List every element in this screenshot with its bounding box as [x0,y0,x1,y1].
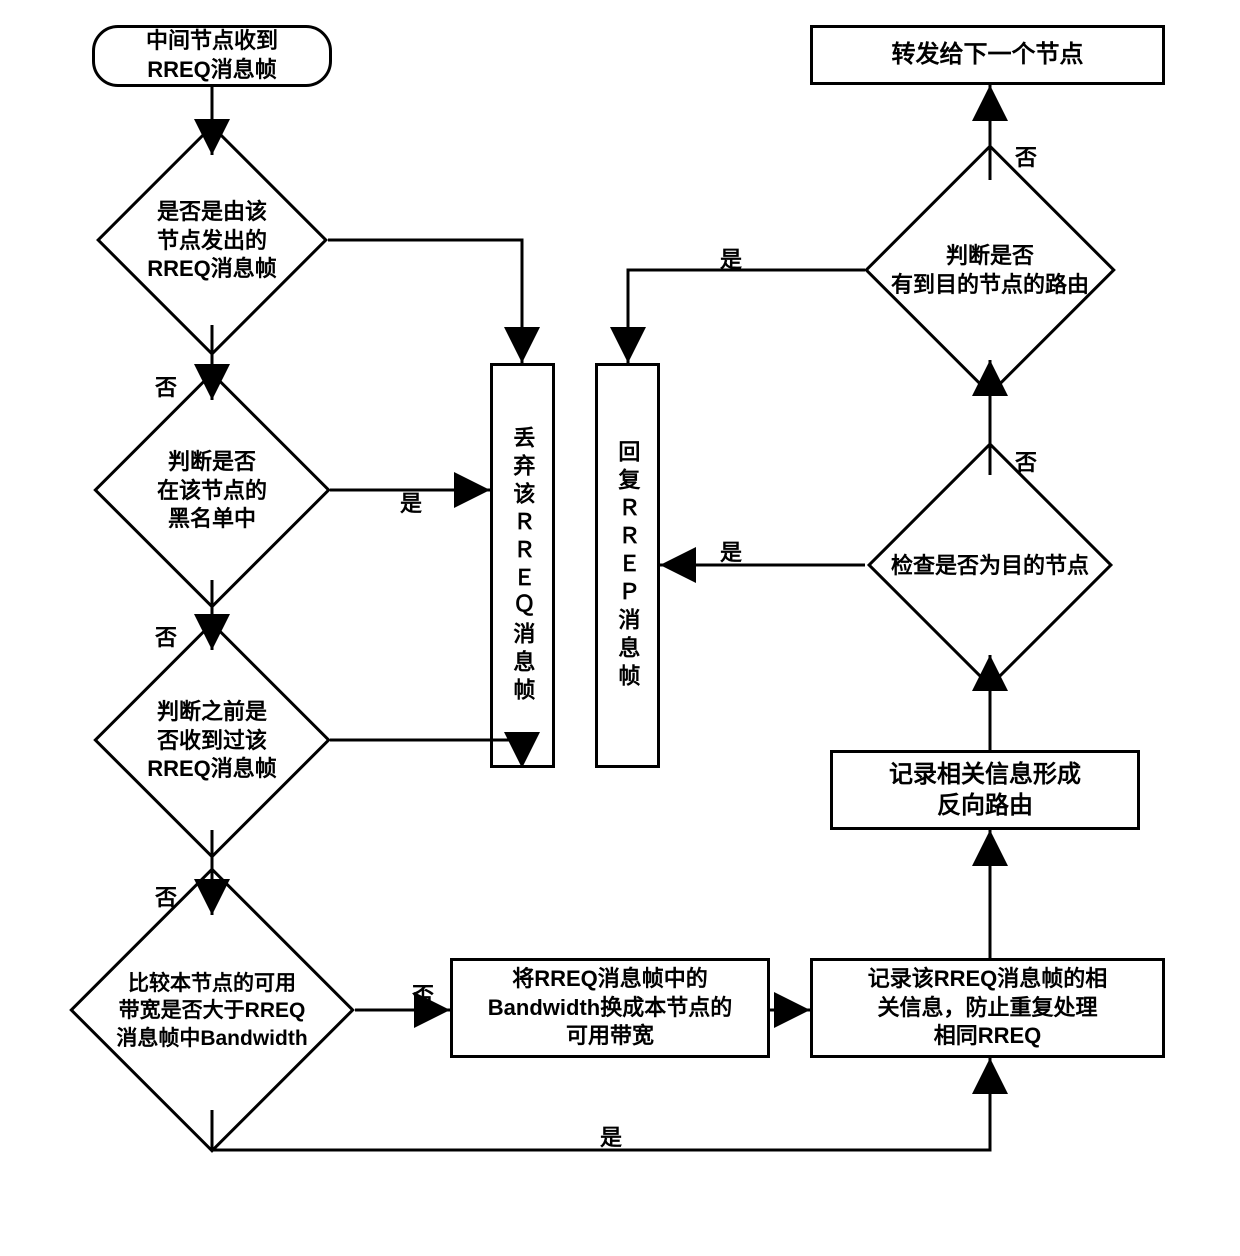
p2-box: 记录该RREQ消息帧的相关信息，防止重复处理相同RREQ [810,958,1165,1058]
lbl-no1: 否 [155,370,177,402]
lbl-d5-yes: 是 [720,535,742,567]
lbl-d6-no: 否 [1015,140,1037,172]
d5-shape [867,442,1113,688]
d3-shape [93,621,331,859]
d4-shape [69,867,355,1153]
drop-text: 丢弃该ＲＲＥＱ消息帧 [508,426,538,706]
lbl-d6-yes: 是 [720,242,742,274]
fwd-box: 转发给下一个节点 [810,25,1165,85]
p3-box: 记录相关信息形成反向路由 [830,750,1140,830]
rrep-box: 回复ＲＲＥＰ消息帧 [595,363,660,768]
p2-text: 记录该RREQ消息帧的相关信息，防止重复处理相同RREQ [868,965,1108,1051]
rrep-text: 回复ＲＲＥＰ消息帧 [613,440,643,692]
lbl-d4-no: 否 [412,978,434,1010]
lbl-d5-no: 否 [1015,445,1037,477]
p1-box: 将RREQ消息帧中的Bandwidth换成本节点的可用带宽 [450,958,770,1058]
lbl-no2: 否 [155,620,177,652]
lbl-d4-yes: 是 [600,1120,622,1152]
lbl-yes-d2: 是 [400,486,422,518]
p3-text: 记录相关信息形成反向路由 [889,759,1081,821]
start-text: 中间节点收到RREQ消息帧 [146,27,278,84]
start-node: 中间节点收到RREQ消息帧 [92,25,332,87]
d2-shape [93,371,331,609]
d1-shape [96,124,328,356]
d6-shape [864,144,1116,396]
fwd-text: 转发给下一个节点 [892,39,1084,70]
lbl-no3: 否 [155,880,177,912]
p1-text: 将RREQ消息帧中的Bandwidth换成本节点的可用带宽 [488,965,732,1051]
drop-box: 丢弃该ＲＲＥＱ消息帧 [490,363,555,768]
